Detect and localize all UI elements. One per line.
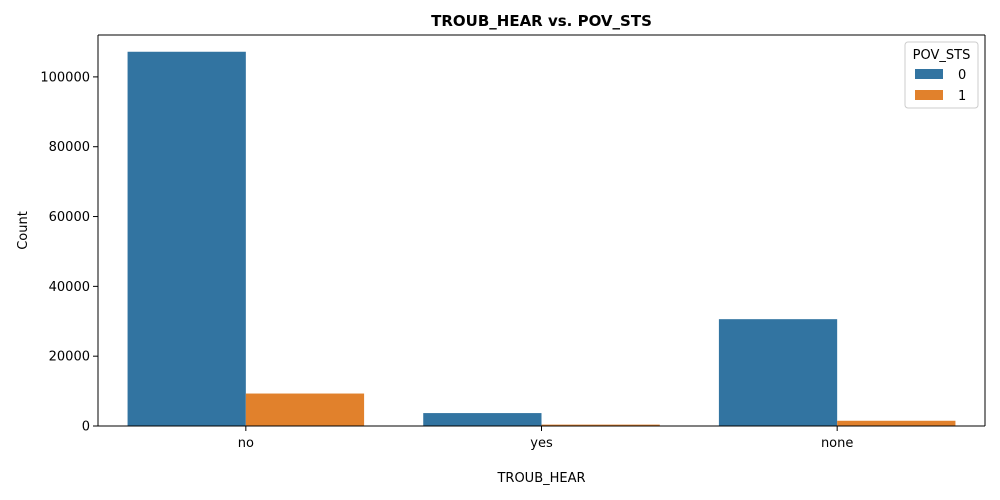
legend-label-1: 1 (958, 89, 966, 104)
plot-area: 0 20000 40000 60000 80000 100000 no yes none (40, 34, 986, 451)
y-tick-label: 40000 (49, 280, 90, 295)
x-tick-label-none: none (821, 436, 853, 451)
y-tick-label: 20000 (49, 350, 90, 365)
bar-no-series-1 (245, 393, 365, 426)
legend-label-0: 0 (958, 68, 966, 83)
x-axis-label: TROUB_HEAR (496, 471, 585, 486)
bar-no-series-0 (127, 51, 246, 426)
bar-none-series-1 (837, 420, 956, 426)
bar-yes-series-1 (541, 424, 660, 426)
legend-swatch-0 (915, 69, 943, 79)
y-tick-label: 0 (82, 420, 90, 435)
y-axis-label: Count (16, 211, 31, 250)
legend: POV_STS 01 (904, 41, 979, 109)
legend-swatch-1 (915, 90, 943, 100)
y-tick-label: 60000 (49, 210, 90, 225)
x-tick-label-no: no (238, 436, 254, 451)
bar-yes-series-0 (423, 413, 542, 426)
chart-title: TROUB_HEAR vs. POV_STS (431, 12, 652, 30)
legend-items: 01 (915, 68, 966, 104)
x-tick-label-yes: yes (530, 436, 553, 451)
y-tick-label: 100000 (40, 70, 90, 85)
bar-none-series-0 (718, 319, 838, 426)
legend-title: POV_STS (913, 48, 971, 63)
y-tick-label: 80000 (49, 140, 90, 155)
